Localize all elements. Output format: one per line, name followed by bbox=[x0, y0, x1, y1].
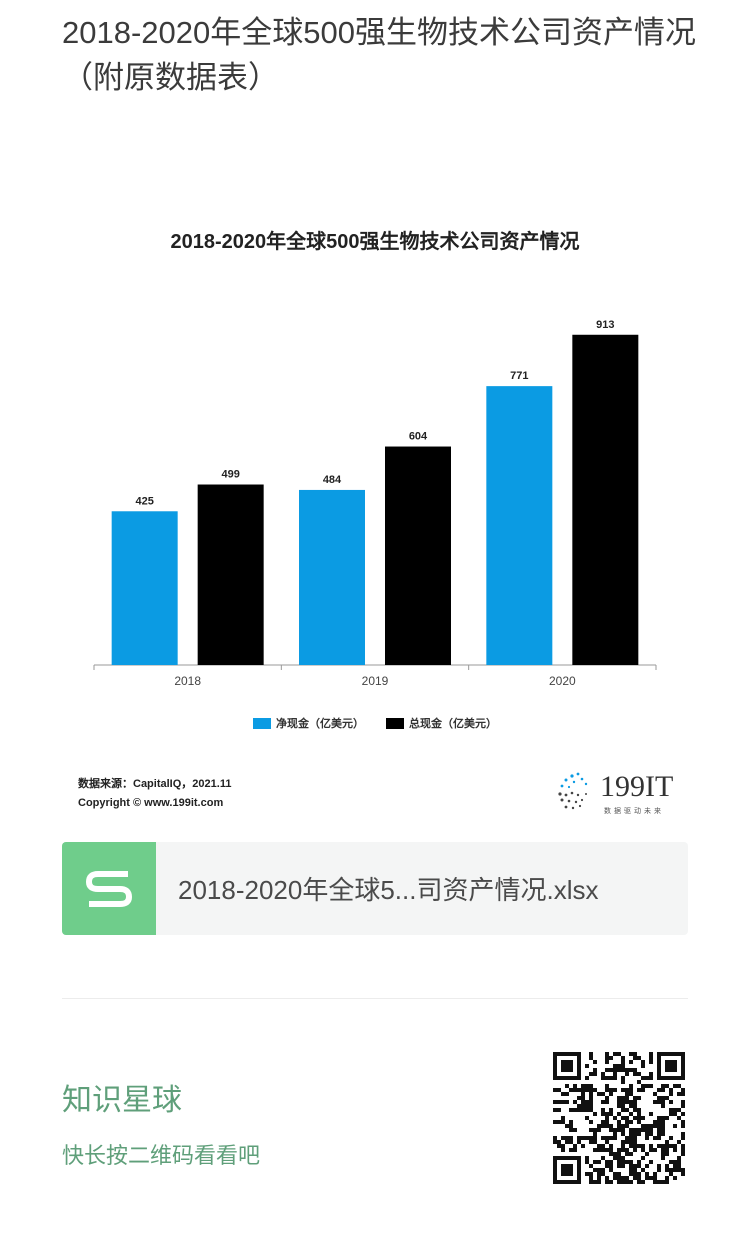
data-label: 604 bbox=[409, 431, 428, 443]
bar-net-cash-2018 bbox=[111, 511, 178, 665]
chart-source: 数据来源：CapitalIQ，2021.11 Copyright © www.1… bbox=[78, 775, 231, 813]
data-label: 771 bbox=[510, 370, 528, 382]
divider bbox=[62, 998, 688, 999]
legend-label-net-cash: 净现金（亿美元） bbox=[276, 718, 364, 730]
data-label: 425 bbox=[135, 495, 153, 507]
spreadsheet-file-icon bbox=[62, 842, 156, 935]
planet-name: 知识星球 bbox=[62, 1084, 182, 1117]
bar-net-cash-2020 bbox=[486, 386, 553, 665]
chart-card: 2018-2020年全球500强生物技术公司资产情况 425 499 2018 484… bbox=[62, 205, 688, 825]
logo-tagline: 数据驱动未来 bbox=[604, 808, 664, 815]
bar-total-cash-2020 bbox=[572, 334, 639, 665]
qr-code[interactable] bbox=[553, 1052, 685, 1184]
chart-legend: 净现金（亿美元） 总现金（亿美元） bbox=[62, 715, 688, 731]
data-label: 484 bbox=[323, 474, 342, 486]
logo-text: 199IT bbox=[600, 770, 674, 803]
source-line: 数据来源：CapitalIQ，2021.11 bbox=[78, 778, 232, 790]
x-tick-label: 2018 bbox=[174, 674, 201, 688]
brand-logo: 199IT 数据驱动未来 bbox=[552, 768, 682, 818]
legend-swatch-net-cash bbox=[253, 717, 271, 729]
x-tick-label: 2020 bbox=[549, 674, 576, 688]
legend-swatch-total-cash bbox=[386, 717, 404, 729]
bar-chart: 425 499 2018 484 604 2019 771 913 2020 bbox=[93, 319, 657, 688]
bar-total-cash-2019 bbox=[385, 446, 451, 665]
data-label: 913 bbox=[596, 319, 614, 331]
bar-total-cash-2018 bbox=[197, 484, 264, 665]
legend-item-net-cash: 净现金（亿美元） bbox=[253, 715, 364, 731]
legend-item-total-cash: 总现金（亿美元） bbox=[386, 715, 497, 731]
file-name: 2018-2020年全球5...司资产情况.xlsx bbox=[178, 875, 599, 905]
attachment-file-card[interactable]: 2018-2020年全球5...司资产情况.xlsx bbox=[62, 842, 688, 935]
x-tick-label: 2019 bbox=[362, 674, 389, 688]
data-label: 499 bbox=[221, 469, 239, 481]
legend-label-total-cash: 总现金（亿美元） bbox=[409, 718, 497, 730]
copyright-line: Copyright © www.199it.com bbox=[78, 797, 224, 809]
article-title: 2018-2020年全球500强生物技术公司资产情况（附原数据表） bbox=[62, 15, 696, 95]
planet-hint: 快长按二维码看看吧 bbox=[62, 1143, 261, 1168]
chart-title: 2018-2020年全球500强生物技术公司资产情况 bbox=[170, 231, 580, 253]
bar-net-cash-2019 bbox=[299, 489, 365, 665]
logo-dots-icon bbox=[558, 772, 588, 810]
